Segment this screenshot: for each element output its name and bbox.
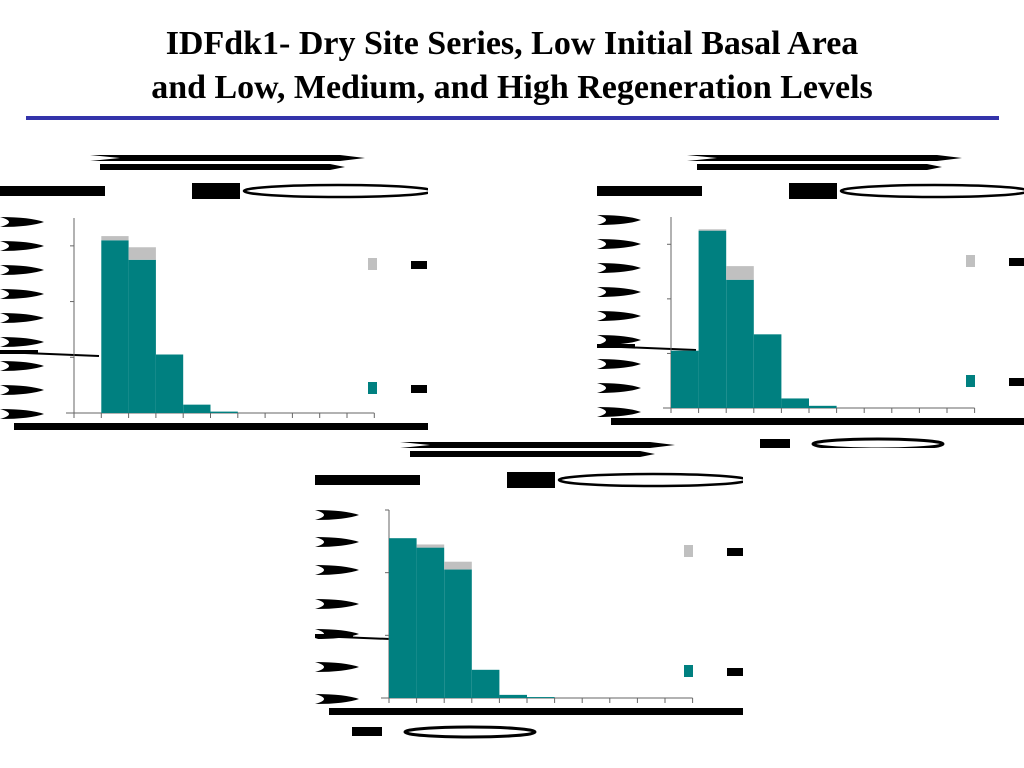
garbled-heading-glyph: [687, 155, 962, 161]
garbled-tick-glyph: [315, 694, 359, 704]
garbled-tick-glyph: [315, 510, 359, 520]
bar-segment-teal: [416, 547, 445, 698]
bar-segment-gray: [128, 247, 156, 260]
garbled-axis-glyph: [0, 186, 105, 196]
legend-swatch-teal: [966, 375, 975, 387]
bar-segment-teal: [499, 694, 527, 698]
legend-label-glyph: [727, 548, 743, 556]
garbled-axis-glyph: [597, 186, 702, 196]
bar-segment-teal: [210, 411, 238, 413]
garbled-xlabel-glyph: [811, 437, 945, 448]
legend-label-glyph: [411, 385, 427, 393]
bar-segment-gray: [101, 236, 129, 241]
garbled-axis-glyph: [839, 183, 1024, 199]
legend-swatch-gray: [684, 545, 693, 557]
garbled-heading-glyph: [90, 155, 365, 161]
legend-label-glyph: [411, 261, 427, 269]
garbled-tick-glyph: [315, 537, 359, 547]
garbled-tick-glyph: [315, 565, 359, 575]
garbled-tick-glyph: [597, 335, 641, 345]
garbled-tick-glyph: [0, 265, 44, 275]
garbled-axis-glyph: [557, 472, 743, 488]
garbled-category-glyph: [611, 418, 1024, 425]
garbled-tick-glyph: [0, 241, 44, 251]
garbled-heading-glyph: [410, 451, 655, 457]
garbled-tick-glyph: [0, 313, 44, 323]
legend-swatch-gray: [966, 255, 975, 267]
garbled-axis-glyph: [192, 183, 240, 199]
legend-label-glyph: [727, 668, 743, 676]
bar-segment-teal: [781, 398, 809, 408]
bar-segment-teal: [155, 354, 184, 413]
title-divider: [26, 116, 999, 120]
legend-swatch-gray: [368, 258, 377, 270]
garbled-heading-glyph: [100, 164, 345, 170]
garbled-axis-glyph: [315, 475, 420, 485]
garbled-xlabel-glyph: [352, 727, 382, 736]
garbled-tick-glyph: [0, 337, 44, 347]
bar-segment-teal: [183, 404, 211, 413]
garbled-xlabel-glyph: [760, 439, 790, 448]
garbled-tick-glyph: [597, 215, 641, 225]
title-line-1: IDFdk1- Dry Site Series, Low Initial Bas…: [165, 25, 859, 62]
garbled-xlabel-glyph: [403, 725, 537, 739]
garbled-tick-glyph: [0, 385, 44, 395]
bar-segment-teal: [389, 538, 417, 698]
garbled-tick-glyph: [315, 662, 359, 672]
garbled-axis-glyph: [242, 183, 428, 199]
legend-swatch-teal: [368, 382, 377, 394]
title-line-2: and Low, Medium, and High Regeneration L…: [151, 69, 873, 106]
bar-segment-gray: [698, 229, 727, 231]
bar-segment-teal: [128, 259, 156, 413]
garbled-tick-glyph: [597, 311, 641, 321]
garbled-axis-glyph: [507, 472, 555, 488]
garbled-tick-glyph: [597, 383, 641, 393]
garbled-axis-glyph: [789, 183, 837, 199]
chart-panel-medium: [597, 150, 1024, 448]
bar-segment-teal: [527, 697, 555, 698]
bar-segment-gray: [444, 561, 472, 570]
bar-segment-teal: [471, 669, 500, 698]
bar-segment-teal: [809, 405, 837, 408]
garbled-tick-glyph: [315, 599, 359, 609]
garbled-tick-glyph: [597, 239, 641, 249]
garbled-tick-glyph: [597, 359, 641, 369]
chart-panel-low: [0, 150, 428, 434]
bar-segment-teal: [444, 569, 472, 698]
bar-segment-teal: [698, 230, 727, 408]
garbled-axis-glyph: [0, 351, 100, 357]
garbled-tick-glyph: [597, 407, 641, 417]
bar-segment-gray: [726, 266, 754, 280]
garbled-tick-glyph: [0, 409, 44, 419]
garbled-category-glyph: [14, 423, 428, 430]
garbled-tick-glyph: [0, 217, 44, 227]
garbled-tick-glyph: [0, 289, 44, 299]
legend-label-glyph: [1009, 378, 1024, 386]
chart-low: [0, 155, 428, 430]
garbled-tick-glyph: [0, 361, 44, 371]
bar-segment-teal: [671, 350, 699, 408]
page-title: IDFdk1- Dry Site Series, Low Initial Bas…: [0, 22, 1024, 110]
bar-segment-teal: [726, 279, 754, 408]
garbled-axis-glyph: [597, 345, 697, 351]
garbled-tick-glyph: [597, 263, 641, 273]
garbled-heading-glyph: [400, 442, 675, 448]
chart-high: [315, 442, 743, 739]
legend-label-glyph: [1009, 258, 1024, 266]
garbled-heading-glyph: [697, 164, 942, 170]
bar-segment-teal: [753, 334, 782, 408]
chart-panel-high: [315, 437, 743, 740]
bar-segment-gray: [416, 544, 445, 548]
legend-swatch-teal: [684, 665, 693, 677]
chart-medium: [597, 155, 1024, 448]
garbled-category-glyph: [329, 708, 743, 715]
garbled-tick-glyph: [597, 287, 641, 297]
bar-segment-teal: [101, 240, 129, 413]
